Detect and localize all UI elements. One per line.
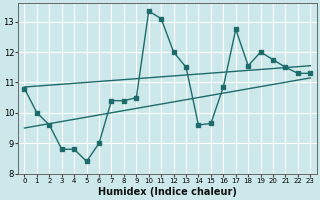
X-axis label: Humidex (Indice chaleur): Humidex (Indice chaleur)	[98, 187, 237, 197]
